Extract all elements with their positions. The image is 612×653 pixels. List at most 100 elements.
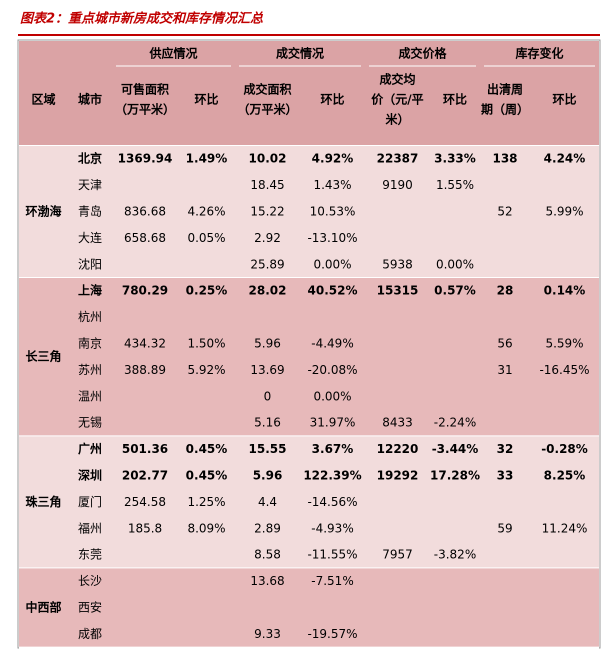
- cell: 0: [264, 389, 272, 403]
- city: 厦门: [78, 494, 102, 509]
- cell: -11.55%: [307, 548, 357, 562]
- cell: -13.10%: [307, 231, 357, 245]
- city: 沈阳: [78, 256, 102, 271]
- city: 上海: [78, 283, 102, 298]
- cell: 780.29: [122, 284, 168, 298]
- cell: 0.14%: [544, 284, 586, 298]
- cell: 59: [497, 521, 512, 535]
- city: 北京: [78, 151, 102, 166]
- region-label: 中西部: [25, 600, 61, 615]
- cell: 5.96: [253, 469, 283, 483]
- column-header: 可售面积: [121, 82, 169, 97]
- cell: 7957: [382, 548, 413, 562]
- cell: 11.24%: [542, 521, 588, 535]
- cell: -4.49%: [311, 337, 353, 351]
- cell: 8433: [382, 416, 413, 430]
- cell: 5.59%: [545, 337, 583, 351]
- region-label: 长三角: [25, 349, 61, 364]
- column-header: 出清周: [487, 82, 523, 97]
- group-header: 成交价格: [398, 46, 447, 61]
- cell: 3.33%: [434, 152, 476, 166]
- city: 温州: [78, 389, 102, 403]
- cell: 31.97%: [310, 416, 356, 430]
- cell: 5.92%: [187, 363, 225, 377]
- cell: 8.58: [254, 548, 281, 562]
- cell: 0.00%: [313, 257, 351, 271]
- cell: 3.67%: [312, 442, 354, 456]
- city: 青岛: [78, 204, 102, 219]
- column-header: （万平米）: [237, 102, 297, 117]
- header-bg: [19, 41, 599, 146]
- cell: 0.05%: [187, 231, 225, 245]
- cell: 4.24%: [544, 152, 586, 166]
- cell: 2.92: [254, 231, 281, 245]
- city: 无锡: [78, 415, 102, 430]
- city: 西安: [78, 600, 102, 615]
- cell: 9190: [382, 178, 413, 192]
- city: 东莞: [78, 548, 102, 562]
- cell: 202.77: [122, 469, 168, 483]
- cell: 254.58: [124, 495, 166, 509]
- cell: 13.68: [250, 574, 284, 588]
- cell: 10.53%: [310, 205, 356, 219]
- cell: -4.93%: [311, 521, 353, 535]
- column-header: 城市: [78, 92, 102, 107]
- cell: 5938: [382, 257, 413, 271]
- cell: -20.08%: [307, 363, 357, 377]
- cell: 31: [497, 363, 512, 377]
- cell: 56: [497, 337, 512, 351]
- column-header: 环比: [552, 92, 576, 107]
- group-header: 库存变化: [515, 46, 563, 61]
- cell: -14.56%: [307, 495, 357, 509]
- city: 南京: [78, 336, 102, 351]
- cell: 17.28%: [430, 469, 480, 483]
- cell: 0.45%: [186, 442, 228, 456]
- cell: 0.00%: [436, 257, 474, 271]
- city: 天津: [78, 178, 102, 192]
- city: 大连: [78, 230, 102, 245]
- city: 广州: [78, 441, 102, 456]
- cell: 18.45: [250, 178, 284, 192]
- cell: 0.57%: [434, 284, 476, 298]
- cell: -19.57%: [307, 627, 357, 641]
- region-bg: [19, 146, 599, 278]
- region-bg: [19, 436, 599, 569]
- region-label: 环渤海: [25, 204, 61, 219]
- column-header: 米）: [385, 112, 409, 127]
- cell: 122.39%: [303, 469, 361, 483]
- column-header: 成交均: [379, 72, 415, 87]
- cell: 836.68: [124, 205, 166, 219]
- cell: 138: [492, 152, 517, 166]
- region-bg: [19, 278, 599, 437]
- cell: 1.55%: [436, 178, 474, 192]
- cell: 4.26%: [187, 205, 225, 219]
- cell: 8.25%: [544, 469, 586, 483]
- city: 福州: [78, 520, 102, 535]
- cell: 5.16: [254, 416, 281, 430]
- cell: 33: [497, 469, 514, 483]
- region-label: 珠三角: [25, 494, 61, 509]
- cell: 1.43%: [313, 178, 351, 192]
- cell: 8.09%: [187, 521, 225, 535]
- city: 深圳: [78, 468, 102, 483]
- column-header: 成交面积: [243, 82, 291, 97]
- cell: 1369.94: [118, 152, 173, 166]
- cell: 19292: [377, 469, 419, 483]
- cell: 4.4: [258, 495, 277, 509]
- cell: 9.33: [254, 627, 281, 641]
- column-header: 环比: [320, 92, 344, 107]
- cell: 10.02: [249, 152, 287, 166]
- cell: 0.45%: [186, 469, 228, 483]
- cell: 25.89: [250, 257, 284, 271]
- cell: 1.49%: [186, 152, 228, 166]
- city: 杭州: [78, 309, 102, 324]
- cell: 501.36: [122, 442, 168, 456]
- cell: 40.52%: [308, 284, 358, 298]
- cell: 1.50%: [187, 337, 225, 351]
- group-header: 供应情况: [148, 46, 197, 61]
- cell: 0.25%: [186, 284, 228, 298]
- cell: 12220: [377, 442, 419, 456]
- cell: 15.22: [250, 205, 284, 219]
